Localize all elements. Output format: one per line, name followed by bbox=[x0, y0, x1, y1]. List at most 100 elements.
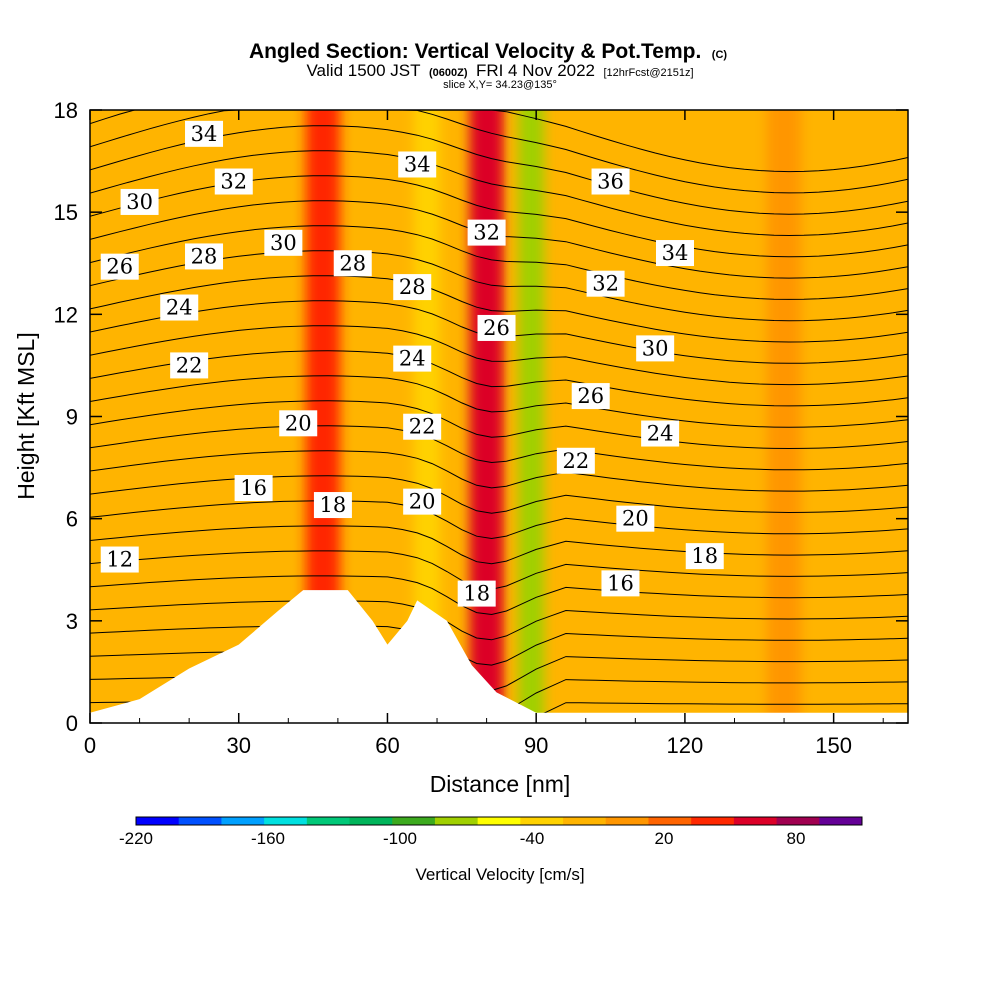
isentrope-label: 20 bbox=[616, 505, 655, 532]
colorbar-swatch bbox=[563, 817, 607, 825]
isentrope-label: 32 bbox=[467, 219, 506, 246]
isentrope-label-text: 24 bbox=[166, 296, 193, 320]
isentrope-label-text: 20 bbox=[285, 411, 312, 435]
isentrope-label-box bbox=[160, 294, 199, 321]
isentrope-label: 16 bbox=[601, 570, 640, 597]
isentrope-label-text: 30 bbox=[642, 336, 669, 360]
colorbar-swatch bbox=[477, 817, 521, 825]
isentrope-label-box bbox=[264, 229, 303, 256]
colorbar-swatch bbox=[306, 817, 351, 825]
isentrope-label: 30 bbox=[120, 188, 159, 215]
isentrope-label-text: 20 bbox=[622, 507, 649, 531]
isentrope-label-text: 28 bbox=[399, 275, 426, 299]
y-tick-label: 0 bbox=[66, 711, 78, 736]
isentrope-label-text: 30 bbox=[270, 231, 297, 255]
isentrope-label-box bbox=[636, 335, 675, 362]
isentrope-label: 28 bbox=[333, 250, 372, 277]
isentrope-label-text: 32 bbox=[473, 221, 500, 245]
colorbar-tick-label: -40 bbox=[520, 829, 545, 848]
isentrope-label-box bbox=[100, 253, 139, 280]
isentrope-label: 22 bbox=[403, 413, 442, 440]
x-tick-label: 30 bbox=[226, 733, 250, 758]
isentrope-label-box bbox=[279, 410, 318, 437]
isentrope-label: 22 bbox=[170, 352, 209, 379]
isentrope-label-text: 12 bbox=[106, 548, 133, 572]
isentrope-label: 34 bbox=[185, 120, 224, 147]
title-main: Angled Section: Vertical Velocity & Pot.… bbox=[249, 40, 701, 63]
colorbar-swatch bbox=[520, 817, 564, 825]
isentrope-label-box bbox=[403, 488, 442, 515]
isentrope-label-box bbox=[467, 219, 506, 246]
isentrope-line bbox=[90, 225, 908, 300]
isentrope-line bbox=[90, 575, 908, 616]
isentrope-label: 32 bbox=[586, 270, 625, 297]
colorbar-tick-label: 80 bbox=[787, 829, 806, 848]
isentrope-label-box bbox=[234, 475, 273, 502]
isentrope-line bbox=[90, 400, 908, 450]
isentrope-label-text: 16 bbox=[607, 571, 634, 595]
isentrope-line bbox=[90, 525, 908, 565]
isentrope-label-text: 34 bbox=[404, 152, 431, 176]
isentrope-label-box bbox=[120, 188, 159, 215]
title-units-tag: (C) bbox=[712, 49, 728, 61]
isentrope-label: 26 bbox=[571, 383, 610, 410]
isentrope-label: 18 bbox=[313, 492, 352, 519]
y-tick-label: 3 bbox=[66, 609, 78, 634]
isentrope-line bbox=[90, 350, 908, 407]
isentrope-label: 30 bbox=[264, 229, 303, 256]
colorbar-swatch bbox=[733, 817, 778, 825]
colorbar-swatch bbox=[776, 817, 820, 825]
isentrope-label: 26 bbox=[477, 314, 516, 341]
isentrope-line bbox=[90, 110, 908, 173]
isentrope-label-box bbox=[333, 250, 372, 277]
isentrope-label: 28 bbox=[185, 243, 224, 270]
isentrope-label: 36 bbox=[591, 168, 630, 195]
y-axis-title: Height [Kft MSL] bbox=[13, 332, 39, 499]
y-tick-label: 15 bbox=[54, 200, 78, 225]
title-valid-date: FRI 4 Nov 2022 bbox=[476, 61, 595, 80]
isentrope-label-text: 24 bbox=[399, 347, 426, 371]
title-slice: slice X,Y= 34.23@135° bbox=[443, 79, 557, 91]
isentrope-label-box bbox=[100, 546, 139, 573]
isentrope-label: 24 bbox=[160, 294, 199, 321]
isentrope-label-box bbox=[457, 580, 496, 607]
y-tick-label: 6 bbox=[66, 507, 78, 532]
isentrope-label: 20 bbox=[403, 488, 442, 515]
isentrope-label-text: 26 bbox=[483, 316, 510, 340]
isentrope-label-box bbox=[313, 492, 352, 519]
isentrope-label-text: 20 bbox=[409, 490, 436, 514]
isentrope-label: 32 bbox=[214, 168, 253, 195]
isentrope-label-box bbox=[685, 543, 724, 570]
isentrope-label: 24 bbox=[641, 420, 680, 447]
isentrope-line bbox=[90, 325, 908, 386]
colorbar-swatch bbox=[349, 817, 393, 825]
isentrope-label: 34 bbox=[655, 240, 694, 267]
colorbar-swatch bbox=[221, 817, 265, 825]
isentrope-label-text: 18 bbox=[691, 544, 718, 568]
isentrope-label-box bbox=[556, 447, 595, 474]
y-tick-label: 12 bbox=[54, 302, 78, 327]
svg-text:Angled Section: Vertical Veloc: Angled Section: Vertical Velocity & Pot.… bbox=[249, 40, 727, 63]
isentrope-label: 34 bbox=[398, 151, 437, 178]
x-tick-label: 150 bbox=[815, 733, 852, 758]
velocity-band bbox=[469, 110, 504, 723]
colorbar-swatch bbox=[136, 817, 180, 825]
colorbar-tick-label: -100 bbox=[383, 829, 417, 848]
x-tick-label: 60 bbox=[375, 733, 399, 758]
isentrope-line bbox=[90, 550, 908, 590]
isentrope-label: 16 bbox=[234, 475, 273, 502]
y-tick-label: 9 bbox=[66, 405, 78, 430]
isentrope-label-text: 18 bbox=[320, 493, 347, 517]
colorbar-tick-label: -160 bbox=[251, 829, 285, 848]
isentrope-label-text: 28 bbox=[339, 251, 366, 275]
isentrope-label-text: 32 bbox=[592, 272, 619, 296]
isentrope-label: 22 bbox=[556, 447, 595, 474]
isentrope-label-text: 26 bbox=[106, 255, 133, 279]
isentrope-label-box bbox=[655, 240, 694, 267]
colorbar: -220 -160 -100 -40 20 80 bbox=[119, 816, 863, 848]
colorbar-swatch bbox=[605, 817, 649, 825]
isentrope-line bbox=[90, 600, 908, 641]
isentrope-label-box bbox=[616, 505, 655, 532]
isentrope-label-box bbox=[185, 243, 224, 270]
